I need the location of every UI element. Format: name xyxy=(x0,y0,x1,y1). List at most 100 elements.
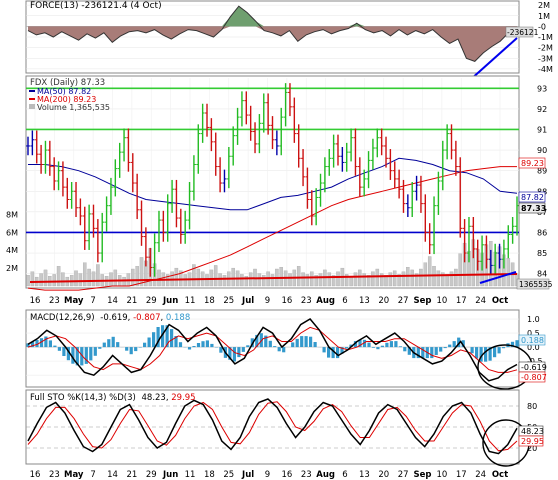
x-axis-label: 11 xyxy=(185,296,196,306)
volume-bar xyxy=(344,274,349,287)
macd-histogram-bar xyxy=(493,347,497,358)
volume-bar xyxy=(205,274,209,287)
macd-histogram-bar xyxy=(331,347,335,359)
volume-bar xyxy=(39,273,43,287)
volume-bar xyxy=(179,270,183,287)
macd-histogram-bar xyxy=(358,339,362,348)
price-panel-frame xyxy=(25,75,520,289)
macd-histogram-bar xyxy=(48,340,52,348)
macd-histogram-bar xyxy=(39,338,44,348)
macd-line-tag: -0.619 xyxy=(521,363,547,372)
x-axis-label: 23 xyxy=(49,470,60,480)
sto-y-tick: 80 xyxy=(527,402,537,411)
x-axis-label: 24 xyxy=(475,296,486,306)
volume-bar xyxy=(318,273,323,287)
macd-histogram-bar xyxy=(416,347,420,359)
x-axis-label: 7 xyxy=(90,296,95,306)
ma50-legend: MA(50) 87.82 xyxy=(37,87,91,96)
macd-histogram-bar xyxy=(439,347,443,352)
volume-bar xyxy=(401,271,406,287)
macd-histogram-bar xyxy=(340,347,344,354)
macd-histogram-bar xyxy=(30,341,35,348)
macd-histogram-bar xyxy=(62,347,66,356)
macd-histogram-bar xyxy=(178,342,183,348)
volume-bar xyxy=(222,275,227,287)
support-trendline xyxy=(29,273,518,283)
macd-histogram-bar xyxy=(89,347,93,361)
macd-histogram-bar xyxy=(237,347,241,358)
macd-histogram-bar xyxy=(53,345,57,348)
sto-panel: 805020 Full STO %K(14,3) %D(3) 48.23, 29… xyxy=(25,389,544,467)
macd-hist-tag: 0.188 xyxy=(521,336,544,345)
macd-histogram-bar xyxy=(35,340,39,348)
volume-bar xyxy=(305,274,310,287)
x-axis-label: 18 xyxy=(204,296,215,306)
x-axis-label: Jun xyxy=(162,296,178,306)
x-axis-label: 24 xyxy=(475,470,486,480)
macd-histogram-bar xyxy=(192,346,196,348)
sto-d-tag: 29.95 xyxy=(521,437,544,446)
macd-histogram-bar xyxy=(443,347,447,349)
macd-histogram-bar xyxy=(475,347,479,359)
x-axis-label: Oct xyxy=(492,470,508,480)
volume-bar xyxy=(209,269,214,287)
force-last-tag-box xyxy=(505,26,534,38)
macd-histogram-bar xyxy=(510,341,515,348)
macd-histogram-bar xyxy=(398,346,402,348)
volume-bar xyxy=(310,271,314,287)
macd-histogram-bar xyxy=(403,347,407,352)
volume-bar xyxy=(336,271,340,287)
force-last-value-tag: -236121 xyxy=(507,28,539,37)
volume-bar xyxy=(458,253,462,287)
volume-bar xyxy=(419,268,423,287)
macd-histogram-bar xyxy=(430,347,434,359)
sto-d-tag-box xyxy=(518,435,544,447)
volume-bar xyxy=(331,275,336,287)
force-y-tick: -4M xyxy=(538,65,553,74)
ma50-tag: 87.82 xyxy=(521,193,544,202)
macd-histogram-bar xyxy=(143,342,147,348)
macd-histogram-bar xyxy=(501,347,506,349)
volume-bar xyxy=(91,271,96,287)
x-axis-label: 14 xyxy=(107,296,118,306)
macd-histogram-bar xyxy=(470,347,474,354)
macd-histogram-bar xyxy=(277,347,281,352)
volume-bar xyxy=(109,272,113,287)
ma200-tag-box xyxy=(518,157,546,169)
close-tag-box xyxy=(518,202,546,214)
x-axis-label: 13 xyxy=(359,296,370,306)
macd-histogram-bar xyxy=(57,347,61,351)
volume-bar xyxy=(353,272,358,287)
price-y-tick: 93 xyxy=(537,84,547,93)
macd-histogram-bar xyxy=(376,347,380,350)
x-axis-label: 25 xyxy=(223,470,234,480)
x-axis-label: 20 xyxy=(378,296,389,306)
volume-bar xyxy=(213,265,218,287)
macd-histogram-bar xyxy=(313,342,317,348)
x-axis-label: Jul xyxy=(241,296,254,306)
force-y-tick: -2M xyxy=(538,44,553,53)
macd-histogram-bar xyxy=(84,347,88,364)
price-y-tick: 90 xyxy=(537,146,547,155)
macd-signal-tag-box xyxy=(518,371,546,383)
close-tag: 87.33 xyxy=(521,204,546,213)
force-y-tick: 1M xyxy=(538,12,550,21)
volume-bar xyxy=(43,269,48,287)
volume-bar xyxy=(139,257,144,287)
macd-histogram-bar xyxy=(219,347,223,353)
volume-bar xyxy=(135,266,139,287)
volume-bar xyxy=(506,258,511,287)
volume-y-tick: 8M xyxy=(6,210,18,219)
x-axis-price: 16 23 May 7 14 21 29 Jun 11 18 25 Jul 9 16 23 Aug 6 13 20 2… xyxy=(30,296,509,306)
volume-bar xyxy=(427,256,432,287)
volume-bar xyxy=(362,273,366,287)
sto-y-tick: 20 xyxy=(527,444,537,453)
macd-histogram-bar xyxy=(210,343,214,348)
price-y-tick: 86 xyxy=(537,228,547,237)
force-trendline xyxy=(469,37,518,81)
volume-bar xyxy=(262,275,266,287)
macd-histogram-bar xyxy=(461,340,465,348)
volume-bar xyxy=(240,274,244,287)
macd-histogram-bar xyxy=(71,347,75,364)
force-negative-area xyxy=(28,26,517,62)
